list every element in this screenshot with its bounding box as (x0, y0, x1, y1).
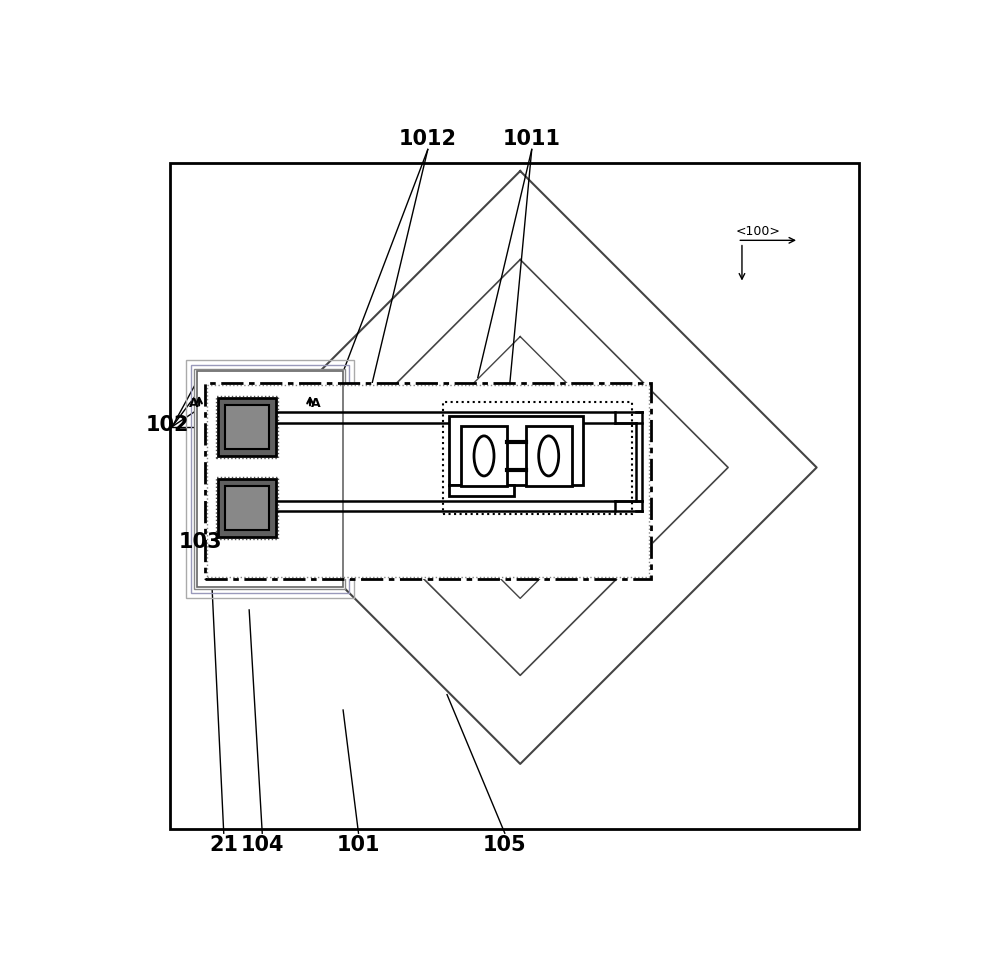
Text: 101: 101 (337, 834, 380, 855)
Text: 1011: 1011 (503, 129, 561, 148)
Bar (197, 371, 343, 587)
Bar (449, 485, 514, 496)
Bar (170, 163, 859, 830)
Bar (205, 383, 651, 579)
Bar (207, 386, 649, 577)
Text: <100>: <100> (736, 224, 781, 237)
Bar (526, 426, 572, 486)
Text: 1012: 1012 (399, 129, 457, 148)
Bar (443, 402, 632, 513)
Ellipse shape (539, 436, 559, 476)
Bar (218, 479, 276, 537)
Bar (191, 365, 349, 593)
Text: 102: 102 (146, 415, 189, 435)
Text: 104: 104 (240, 834, 284, 855)
Text: 21: 21 (209, 834, 238, 855)
Text: 105: 105 (483, 834, 527, 855)
Bar (194, 369, 345, 590)
Bar (216, 396, 278, 458)
Bar (461, 426, 507, 486)
Text: A: A (189, 396, 199, 410)
Bar (225, 405, 269, 449)
Text: A: A (311, 396, 320, 410)
Bar (225, 486, 269, 530)
Bar (199, 383, 653, 579)
Bar (216, 476, 278, 539)
Bar (449, 416, 583, 485)
Text: 103: 103 (179, 532, 222, 552)
Bar (186, 360, 354, 597)
Ellipse shape (474, 436, 494, 476)
Bar (218, 398, 276, 456)
